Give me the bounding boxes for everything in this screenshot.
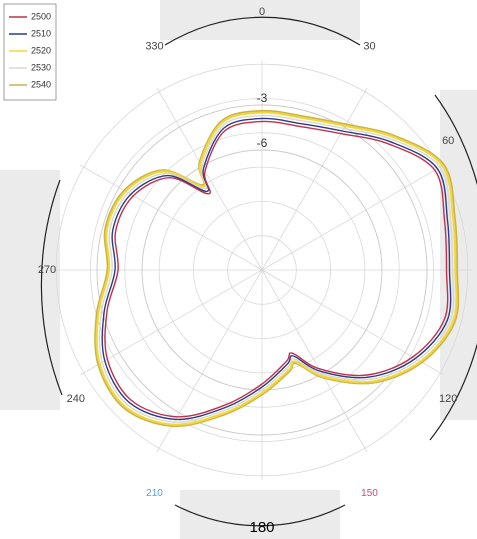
series-line	[101, 117, 452, 421]
theta-tick-label: 60	[442, 135, 454, 147]
series-line	[98, 114, 455, 423]
outer-arcs	[40, 16, 477, 527]
labels: -3 -6 0 30 60 120 150 180 210 240 270 330	[38, 6, 458, 536]
grid-spoke	[79, 269, 263, 376]
series-line	[95, 111, 458, 426]
grid-spoke	[261, 164, 445, 271]
arc	[174, 504, 346, 527]
legend-box	[3, 3, 57, 101]
grid-spoke	[261, 269, 368, 453]
panel	[180, 490, 340, 539]
theta-tick-label: 0	[259, 6, 265, 18]
arc	[429, 94, 477, 441]
series-line	[94, 109, 460, 428]
theta-tick-label: 180	[249, 519, 274, 536]
legend: 2500 2510 2520 2530 2540	[3, 3, 57, 101]
theta-tick-label: 30	[363, 40, 375, 52]
panel	[0, 170, 60, 410]
grid	[52, 60, 472, 480]
theta-tick-label: 270	[38, 264, 56, 276]
r-tick-label: -6	[257, 136, 268, 150]
legend-label: 2510	[31, 28, 51, 38]
theta-tick-label: 240	[67, 393, 85, 405]
grid-line	[96, 104, 428, 436]
grid-spoke	[261, 269, 445, 376]
arc	[164, 16, 361, 46]
grid-spoke	[79, 164, 263, 271]
legend-label: 2500	[31, 11, 51, 21]
r-tick-label: -3	[257, 91, 268, 105]
legend-label: 2540	[31, 79, 51, 89]
theta-tick-label: 210	[146, 488, 163, 499]
legend-label: 2530	[31, 62, 51, 72]
theta-tick-label: 330	[145, 40, 163, 52]
legend-label: 2520	[31, 45, 51, 55]
arc	[40, 179, 63, 396]
theta-tick-label: 150	[361, 488, 378, 499]
curves	[94, 109, 460, 428]
panel	[160, 0, 360, 40]
theta-tick-label: 120	[439, 393, 457, 405]
series-line	[104, 120, 449, 418]
grid-spoke	[156, 87, 263, 271]
grid-spoke	[261, 87, 368, 271]
